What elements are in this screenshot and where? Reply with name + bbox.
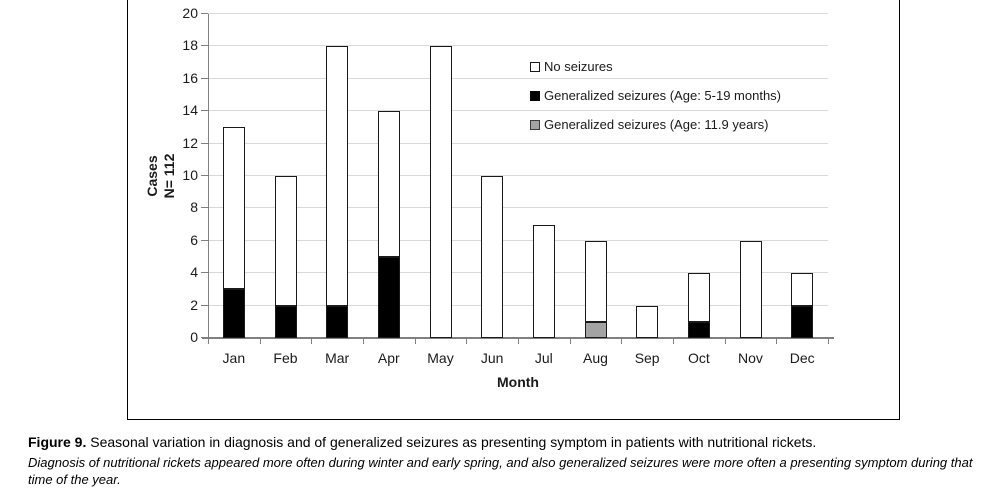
figure-caption-label: Figure 9. bbox=[28, 434, 87, 450]
y-tick-label: 12 bbox=[182, 134, 198, 151]
bar-segment-oct bbox=[687, 273, 710, 322]
bar-segment-aug bbox=[584, 321, 607, 338]
x-axis-tick bbox=[673, 339, 674, 344]
gridline bbox=[208, 272, 828, 274]
x-tick-label-aug: Aug bbox=[583, 350, 608, 366]
gridline bbox=[208, 207, 828, 209]
y-axis-tick bbox=[201, 207, 208, 209]
y-tick-label: 18 bbox=[182, 37, 198, 54]
y-tick-label: 2 bbox=[190, 296, 198, 313]
x-axis-tick bbox=[828, 339, 829, 344]
bar-segment-oct bbox=[687, 321, 710, 338]
legend-swatch-black-icon bbox=[530, 90, 540, 101]
x-tick-label-oct: Oct bbox=[687, 350, 710, 366]
y-tick-label: 6 bbox=[190, 231, 198, 248]
bar-segment-jan bbox=[222, 127, 245, 290]
bar-segment-aug bbox=[584, 240, 607, 322]
figure-caption: Figure 9. Seasonal variation in diagnosi… bbox=[28, 433, 983, 488]
y-axis-line bbox=[208, 14, 209, 338]
y-axis-tick bbox=[201, 77, 208, 79]
x-tick-label-dec: Dec bbox=[789, 350, 815, 366]
x-axis-tick bbox=[208, 339, 209, 344]
legend-item-generalized-seizures-older: Generalized seizures (Age: 11.9 years) bbox=[530, 110, 781, 139]
x-axis-tick bbox=[776, 339, 778, 344]
gridline bbox=[208, 110, 828, 112]
x-axis-tick bbox=[724, 339, 726, 344]
gridline bbox=[208, 304, 828, 306]
y-axis-tick bbox=[201, 272, 208, 274]
x-axis-tick bbox=[311, 339, 313, 344]
bar-segment-jan bbox=[222, 289, 245, 338]
gridline bbox=[208, 175, 828, 176]
gridline bbox=[208, 77, 828, 79]
bar-segment-jun bbox=[481, 176, 504, 338]
y-tick-label: 14 bbox=[182, 102, 198, 119]
y-axis-tick bbox=[201, 304, 208, 306]
bar-segment-jul bbox=[532, 224, 555, 338]
legend-swatch-gray-icon bbox=[530, 119, 540, 130]
plot-area: 0 2 4 6 8 10 12 14 16 18 20 Jan Feb Mar Apr May Jun Jul Au… bbox=[182, 5, 834, 366]
y-axis-tick bbox=[201, 239, 208, 241]
bar-segment-may bbox=[429, 46, 452, 338]
legend-item-no-seizures: No seizures bbox=[530, 52, 781, 81]
y-axis-title: Cases N= 112 bbox=[144, 154, 178, 199]
chart-frame: 0 2 4 6 8 10 12 14 16 18 20 Jan Feb Mar Apr May Jun Jul Au… bbox=[127, 0, 900, 420]
x-tick-label-jul: Jul bbox=[534, 350, 553, 366]
gridline bbox=[208, 13, 828, 14]
y-axis-tick bbox=[201, 110, 208, 112]
y-axis-tick bbox=[201, 142, 208, 144]
x-tick-label-jan: Jan bbox=[222, 350, 246, 366]
bar-segment-sep bbox=[636, 305, 659, 338]
y-tick-label: 10 bbox=[182, 167, 198, 183]
x-axis-tick bbox=[259, 339, 261, 344]
y-tick-label: 4 bbox=[190, 264, 198, 281]
x-tick-label-mar: Mar bbox=[325, 350, 350, 366]
bar-segment-apr bbox=[377, 111, 400, 257]
y-tick-label: 16 bbox=[182, 69, 198, 86]
bar-segment-nov bbox=[739, 240, 762, 338]
legend-item-generalized-seizures-infant: Generalized seizures (Age: 5-19 months) bbox=[530, 81, 781, 110]
bar-segment-mar bbox=[326, 46, 349, 306]
bar-segment-apr bbox=[377, 257, 400, 338]
y-tick-label: 20 bbox=[182, 5, 198, 21]
x-tick-label-jun: Jun bbox=[480, 350, 504, 366]
y-axis-tick bbox=[201, 175, 208, 176]
figure-caption-note: Diagnosis of nutritional rickets appeare… bbox=[28, 455, 973, 487]
x-axis-tick bbox=[414, 339, 416, 344]
x-tick-label-sep: Sep bbox=[634, 350, 660, 366]
legend-swatch-white-icon bbox=[530, 61, 540, 72]
legend-label: No seizures bbox=[544, 59, 613, 74]
y-axis-tick bbox=[201, 13, 208, 14]
y-axis-title-line2: N= 112 bbox=[161, 153, 177, 199]
gridline bbox=[208, 239, 828, 241]
x-axis-tick bbox=[569, 339, 571, 344]
bar-segment-feb bbox=[274, 305, 297, 338]
y-tick-label: 0 bbox=[190, 329, 198, 345]
legend-label: Generalized seizures (Age: 5-19 months) bbox=[544, 88, 782, 103]
x-axis-tick bbox=[466, 339, 468, 344]
chart-legend: No seizures Generalized seizures (Age: 5… bbox=[530, 52, 781, 139]
bar-segment-dec bbox=[791, 273, 814, 306]
legend-label: Generalized seizures (Age: 11.9 years) bbox=[544, 117, 769, 132]
x-tick-label-may: May bbox=[427, 350, 454, 366]
y-axis-tick bbox=[201, 45, 208, 47]
x-axis-tick bbox=[363, 339, 364, 344]
x-axis-title: Month bbox=[497, 374, 539, 390]
bar-segment-feb bbox=[274, 176, 297, 306]
figure-caption-text: Seasonal variation in diagnosis and of g… bbox=[90, 434, 817, 450]
gridline bbox=[208, 142, 828, 144]
bar-segment-mar bbox=[326, 305, 349, 338]
x-axis-tick bbox=[518, 339, 519, 344]
gridline bbox=[208, 45, 828, 47]
y-axis-title-line1: Cases bbox=[144, 155, 160, 197]
y-tick-label: 8 bbox=[190, 199, 198, 216]
x-tick-label-apr: Apr bbox=[377, 350, 400, 366]
x-axis-line bbox=[202, 337, 834, 339]
x-tick-label-feb: Feb bbox=[273, 350, 298, 366]
x-tick-label-nov: Nov bbox=[738, 350, 763, 366]
bar-segment-dec bbox=[791, 305, 814, 338]
x-axis-tick bbox=[621, 339, 623, 344]
